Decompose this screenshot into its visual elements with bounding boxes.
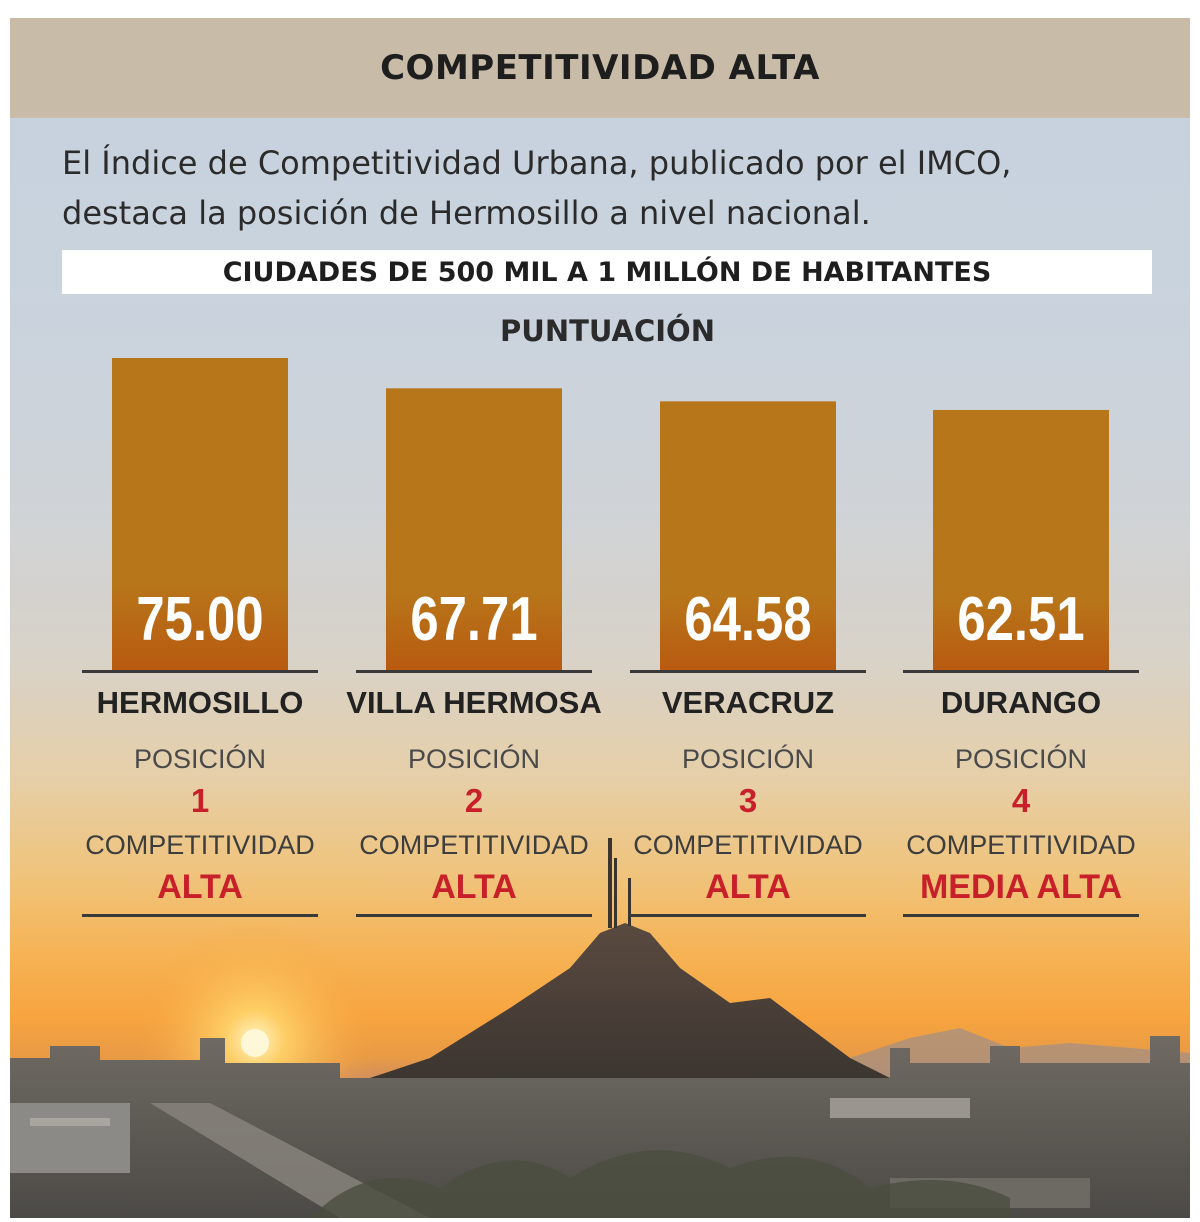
building-left [30,1118,110,1126]
competitiveness-label: COMPETITIVIDAD [906,830,1136,860]
category-label: DURANGO [940,685,1102,720]
bar-value-label: 64.58 [684,585,811,654]
antenna [608,838,612,928]
bar-durango [933,409,1109,670]
antenna [614,858,617,928]
category-label: HERMOSILLO [96,685,304,720]
competitiveness-value: ALTA [431,868,517,906]
competitiveness-value: MEDIA ALTA [919,868,1123,906]
category-divider [82,914,318,917]
category-label: VERACRUZ [661,685,835,720]
competitiveness-label: COMPETITIVIDAD [359,830,589,860]
antenna [628,878,631,926]
y-axis-label: PUNTUACIÓN [500,314,715,348]
chart-title: CIUDADES DE 500 MIL A 1 MILLÓN DE HABITA… [222,256,992,288]
competitiveness-label: COMPETITIVIDAD [633,830,863,860]
position-label: POSICIÓN [954,744,1088,774]
category-divider [630,914,866,917]
position-value: 1 [190,782,210,819]
competitiveness-value: ALTA [157,868,243,906]
bar-veracruz [660,401,836,670]
bar-value-label: 67.71 [410,585,537,654]
building-left [10,1103,130,1173]
sun [241,1029,269,1057]
bar-baseline [630,670,866,673]
position-label: POSICIÓN [407,744,541,774]
building-right [830,1098,970,1118]
bar-villa-hermosa [386,388,562,670]
category-divider [356,914,592,917]
trees [310,1150,1010,1218]
category-divider [903,914,1139,917]
bar-baseline [82,670,318,673]
intro-text: El Índice de Competitividad Urbana, publ… [62,138,1162,238]
intro-line-1: El Índice de Competitividad Urbana, publ… [62,144,1012,182]
position-label: POSICIÓN [681,744,815,774]
cerro-hill [340,923,910,1088]
bar-baseline [903,670,1139,673]
header-banner: COMPETITIVIDAD ALTA [10,18,1190,118]
position-value: 4 [1011,782,1031,819]
bar-chart: 75.00 67.71 64.58 62.51 [82,358,1139,673]
bar-baseline [356,670,592,673]
position-value: 2 [464,782,484,819]
hermosillo-skyline-illustration [10,838,1190,1218]
intro-line-2: destaca la posición de Hermosillo a nive… [62,194,871,232]
competitiveness-value: ALTA [705,868,791,906]
infographic: COMPETITIVIDAD ALTA El Índice de Competi… [10,18,1190,1218]
position-value: 3 [738,782,758,819]
category-label: VILLA HERMOSA [346,685,602,720]
bar-value-label: 62.51 [957,585,1084,654]
position-label: POSICIÓN [133,744,267,774]
competitiveness-label: COMPETITIVIDAD [85,830,315,860]
bar-value-label: 75.00 [136,585,263,654]
header-title: COMPETITIVIDAD ALTA [380,48,820,88]
bar-hermosillo [112,358,288,670]
chart-title-box: CIUDADES DE 500 MIL A 1 MILLÓN DE HABITA… [62,250,1152,294]
